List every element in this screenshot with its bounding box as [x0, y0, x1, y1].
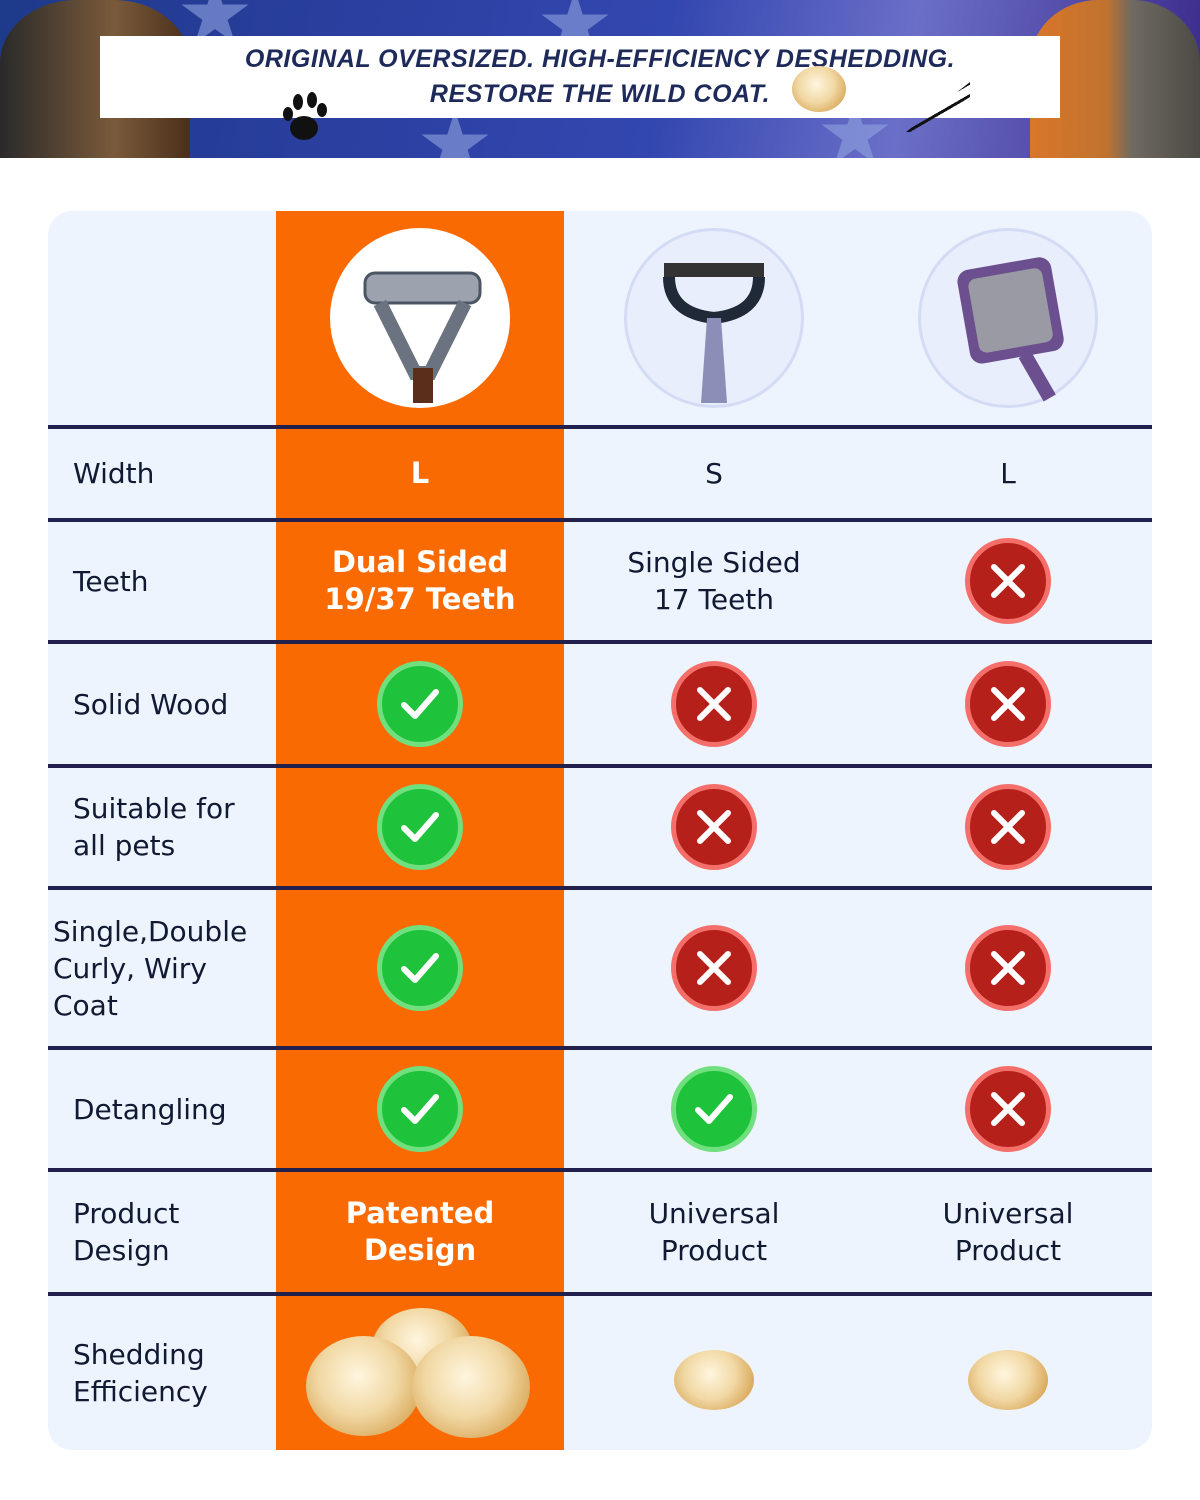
competitor-slicker-brush-image — [918, 228, 1098, 408]
competitor-s-value: S — [705, 457, 723, 490]
small-fur-ball-icon — [674, 1350, 754, 1410]
comparison-table: Width L S L Teeth Dual Sided 19/37 Teeth… — [48, 211, 1152, 1450]
table-row-detangling: Detangling — [48, 1050, 1152, 1168]
cross-icon — [965, 784, 1051, 870]
table-row-suitable-pets: Suitable for all pets — [48, 768, 1152, 886]
table-row-solid-wood: Solid Wood — [48, 644, 1152, 764]
row-label: Solid Wood — [73, 687, 229, 721]
cross-icon — [965, 925, 1051, 1011]
row-label: Suitable for all pets — [73, 792, 235, 862]
cross-icon — [965, 538, 1051, 624]
cross-icon — [671, 661, 757, 747]
paw-icon — [283, 92, 327, 140]
our-deshedding-tool-image — [330, 228, 510, 408]
competitor-l-value: L — [1000, 457, 1016, 490]
row-label: Width — [73, 457, 155, 490]
check-icon — [377, 784, 463, 870]
table-row-coat-types: Single,Double Curly, Wiry Coat — [48, 890, 1152, 1046]
table-row-teeth: Teeth Dual Sided 19/37 Teeth Single Side… — [48, 522, 1152, 640]
cross-icon — [671, 784, 757, 870]
small-fur-ball-icon — [968, 1350, 1048, 1410]
check-icon — [377, 1066, 463, 1152]
header-banner: ORIGINAL OVERSIZED. HIGH-EFFICIENCY DESH… — [0, 0, 1200, 158]
large-fur-pile-icon — [276, 1296, 564, 1450]
cross-icon — [965, 661, 1051, 747]
check-icon — [377, 661, 463, 747]
row-label: Shedding Efficiency — [73, 1338, 208, 1408]
row-label: Detangling — [73, 1092, 227, 1126]
competitor-s-tool-image — [624, 228, 804, 408]
our-value: Patented Design — [345, 1196, 495, 1267]
cross-icon — [965, 1066, 1051, 1152]
tagline-line2: RESTORE THE WILD COAT. — [429, 80, 771, 108]
row-label: Teeth — [73, 564, 149, 598]
competitor-l-value: Universal Product — [942, 1197, 1074, 1267]
cross-icon — [671, 925, 757, 1011]
tagline-line1: ORIGINAL OVERSIZED. HIGH-EFFICIENCY DESH… — [244, 45, 956, 73]
table-row-product-design: Product Design Patented Design Universal… — [48, 1172, 1152, 1292]
our-value: Dual Sided 19/37 Teeth — [324, 545, 516, 616]
product-images-row — [48, 211, 1152, 425]
table-row-width: Width L S L — [48, 429, 1152, 518]
competitor-s-value: Single Sided 17 Teeth — [627, 546, 801, 616]
table-row-shedding-efficiency: Shedding Efficiency — [48, 1296, 1152, 1450]
fur-ball-icon — [792, 66, 846, 112]
row-label: Product Design — [73, 1197, 180, 1267]
check-icon — [377, 925, 463, 1011]
competitor-s-value: Universal Product — [648, 1197, 780, 1267]
check-icon — [671, 1066, 757, 1152]
our-value: L — [410, 456, 430, 490]
row-label: Single,Double Curly, Wiry Coat — [53, 914, 248, 1022]
tagline-strip — [100, 36, 1060, 118]
